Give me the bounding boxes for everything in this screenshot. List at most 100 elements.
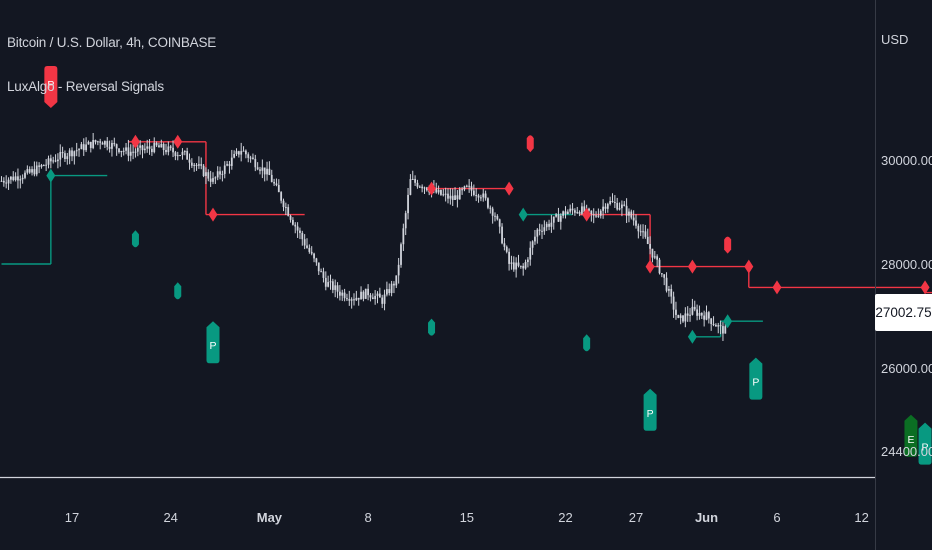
candle-body	[599, 210, 602, 216]
candle-body	[482, 193, 485, 198]
candle-body	[40, 165, 43, 167]
candle-body	[346, 298, 348, 300]
candle-body	[675, 309, 677, 315]
bearish-diamond-marker	[582, 207, 592, 222]
candle-body	[322, 271, 325, 278]
candle-body	[301, 232, 304, 240]
candle-body	[686, 313, 689, 316]
candle-body	[552, 216, 555, 223]
candle-body	[411, 178, 414, 180]
candle-body	[630, 211, 633, 218]
candle-body	[364, 288, 367, 299]
candle-body	[21, 177, 24, 180]
candle-body	[665, 277, 668, 291]
candle-body	[717, 325, 720, 327]
candle-body	[374, 295, 377, 300]
label-text: P	[752, 377, 759, 389]
candle-body	[658, 259, 661, 274]
candle-body	[73, 151, 76, 157]
candle-body	[66, 156, 69, 159]
candle-body	[590, 210, 593, 215]
candle-body	[104, 141, 106, 145]
candle-body	[501, 226, 503, 244]
bearish-diamond-marker	[130, 134, 140, 149]
candle-body	[294, 224, 297, 227]
candle-body	[160, 143, 163, 148]
candle-body	[369, 295, 372, 298]
candle-body	[588, 208, 590, 211]
candle-body	[409, 179, 412, 195]
candle-body	[99, 141, 102, 143]
candle-body	[75, 150, 78, 152]
candle-body	[89, 141, 92, 148]
candle-body	[625, 205, 628, 216]
candle-body	[59, 152, 62, 160]
symbol-title[interactable]: Bitcoin / U.S. Dollar, 4h, COINBASE	[7, 35, 217, 50]
candle-body	[80, 144, 83, 150]
candle-body	[216, 171, 219, 178]
candle-body	[618, 208, 621, 210]
candle-body	[719, 325, 722, 327]
candle-body	[538, 229, 541, 231]
candle-body	[245, 150, 247, 155]
candle-body	[646, 236, 649, 244]
candle-body	[574, 210, 576, 213]
candle-body	[663, 274, 666, 278]
candle-body	[193, 164, 196, 166]
candle-body	[181, 151, 184, 156]
candle-body	[339, 291, 341, 296]
candle-body	[143, 148, 146, 151]
candle-body	[489, 207, 492, 209]
candle-body	[642, 231, 644, 233]
candle-body	[14, 176, 17, 181]
candle-body	[447, 193, 449, 199]
candle-body	[360, 291, 362, 300]
price-tick-label: 26000.00	[881, 361, 932, 376]
time-tick-label: 22	[558, 510, 572, 525]
candle-body	[33, 169, 36, 175]
candle-body	[418, 186, 421, 188]
candle-body	[256, 167, 259, 170]
candle-body	[458, 189, 461, 200]
candle-body	[174, 152, 177, 157]
candle-body	[449, 195, 452, 199]
candle-body	[519, 265, 522, 267]
candle-body	[221, 173, 224, 175]
candle-body	[139, 145, 142, 148]
candle-body	[616, 202, 619, 210]
candle-body	[712, 324, 715, 326]
candle-body	[414, 178, 416, 183]
candle-body	[334, 285, 337, 290]
candle-body	[543, 227, 546, 232]
candle-body	[592, 214, 595, 216]
candle-body	[151, 148, 153, 153]
time-tick-label: 27	[629, 510, 643, 525]
candle-body	[155, 142, 158, 146]
price-axis-ticks: 30000.00 28000.00 26000.00 24400.00	[881, 153, 932, 459]
candle-body	[386, 289, 388, 295]
candle-body	[637, 225, 640, 232]
candle-body	[522, 265, 525, 269]
candle-body	[670, 288, 673, 297]
time-tick-label: 15	[460, 510, 474, 525]
candle-body	[282, 200, 285, 208]
candle-body	[195, 164, 198, 166]
bullish-diamond-marker	[723, 314, 733, 329]
candle-body	[324, 277, 327, 287]
candle-body	[28, 169, 31, 173]
bearish-signal-icon	[526, 135, 534, 153]
candle-body	[722, 326, 724, 334]
candle-body	[578, 212, 581, 214]
candle-body	[205, 172, 207, 177]
candle-body	[604, 206, 607, 209]
label-shape	[643, 388, 657, 431]
candle-body	[94, 140, 97, 143]
indicator-title[interactable]: LuxAlgo - Reversal Signals	[7, 79, 164, 94]
price-tick-label: 30000.00	[881, 153, 932, 168]
candle-body	[0, 180, 3, 182]
candle-body	[254, 158, 257, 168]
candle-body	[24, 172, 26, 178]
candle-body	[581, 206, 583, 214]
candle-body	[378, 293, 381, 298]
